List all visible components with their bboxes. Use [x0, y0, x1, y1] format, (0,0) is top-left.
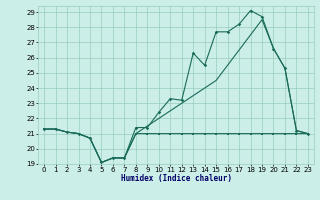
X-axis label: Humidex (Indice chaleur): Humidex (Indice chaleur) — [121, 174, 231, 183]
